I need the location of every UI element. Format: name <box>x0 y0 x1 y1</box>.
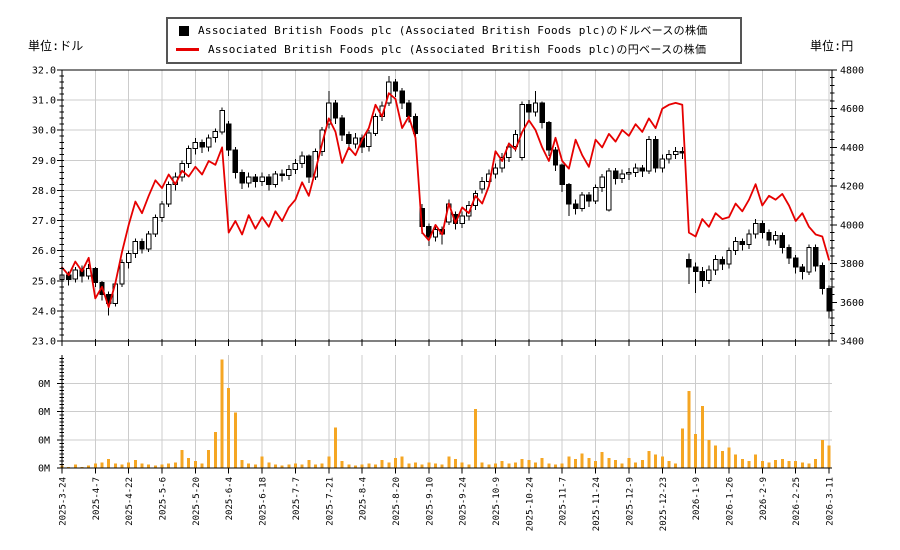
svg-text:2025-7-7: 2025-7-7 <box>292 477 302 520</box>
svg-text:2025-8-20: 2025-8-20 <box>392 477 402 526</box>
svg-text:4400: 4400 <box>840 143 864 154</box>
volume-bars <box>60 359 831 469</box>
svg-text:2025-5-6: 2025-5-6 <box>159 477 169 520</box>
svg-text:27.0: 27.0 <box>32 216 56 227</box>
svg-text:2025-9-10: 2025-9-10 <box>425 477 435 526</box>
svg-text:4000: 4000 <box>840 220 864 231</box>
yen-series-line-icon <box>176 48 199 51</box>
axis-ticks <box>57 69 837 474</box>
svg-text:4200: 4200 <box>840 182 864 193</box>
svg-text:0M: 0M <box>38 464 50 475</box>
svg-text:32.0: 32.0 <box>32 66 56 77</box>
svg-text:3600: 3600 <box>840 298 864 309</box>
svg-text:2025-11-24: 2025-11-24 <box>592 477 602 531</box>
legend-entry-yen: Associated British Foods plc (Associated… <box>176 41 732 58</box>
yen-line <box>61 92 830 309</box>
svg-text:0M: 0M <box>38 379 50 390</box>
svg-text:23.0: 23.0 <box>32 337 56 348</box>
svg-text:26.0: 26.0 <box>32 246 56 257</box>
svg-text:2025-7-21: 2025-7-21 <box>325 477 335 526</box>
svg-text:2025-4-22: 2025-4-22 <box>125 477 135 526</box>
right-axis-unit-label: 単位:円 <box>810 39 854 53</box>
svg-text:2026-1-26: 2026-1-26 <box>725 477 735 526</box>
x-date-labels: 2025-3-24 2025-4-7 2025-4-22 2025-5-6 2025-5… <box>59 477 836 531</box>
svg-text:31.0: 31.0 <box>32 96 56 107</box>
svg-text:2025-12-23: 2025-12-23 <box>659 477 669 531</box>
legend-label-yen: Associated British Foods plc (Associated… <box>208 43 707 56</box>
svg-text:0M: 0M <box>38 407 50 418</box>
svg-text:2025-3-24: 2025-3-24 <box>59 477 69 526</box>
svg-text:2025-9-24: 2025-9-24 <box>459 477 469 526</box>
svg-text:4800: 4800 <box>840 66 864 77</box>
svg-text:2025-6-18: 2025-6-18 <box>259 477 269 526</box>
usd-series-square-icon <box>179 25 189 36</box>
svg-text:2026-2-25: 2026-2-25 <box>792 477 802 526</box>
svg-text:2025-11-7: 2025-11-7 <box>559 477 569 526</box>
svg-text:4600: 4600 <box>840 104 864 115</box>
left-axis-unit-label: 単位:ドル <box>28 39 84 53</box>
svg-text:25.0: 25.0 <box>32 276 56 287</box>
legend: Associated British Foods plc (Associated… <box>166 17 742 64</box>
svg-text:0M: 0M <box>38 435 50 446</box>
svg-text:24.0: 24.0 <box>32 306 56 317</box>
svg-text:2026-3-11: 2026-3-11 <box>826 477 836 526</box>
svg-text:2026-1-9: 2026-1-9 <box>692 477 702 520</box>
svg-text:2025-10-9: 2025-10-9 <box>492 477 502 526</box>
svg-text:2025-6-4: 2025-6-4 <box>225 477 235 520</box>
svg-text:2025-8-4: 2025-8-4 <box>359 477 369 520</box>
svg-text:28.0: 28.0 <box>32 186 56 197</box>
svg-text:3800: 3800 <box>840 259 864 270</box>
svg-text:2025-4-7: 2025-4-7 <box>92 477 102 520</box>
usd-candles <box>59 76 832 319</box>
svg-text:29.0: 29.0 <box>32 156 56 167</box>
svg-text:30.0: 30.0 <box>32 126 56 137</box>
volume-axis-labels: 0M 0M 0M 0M <box>38 379 50 475</box>
right-axis-labels: 4800 4600 4400 4200 4000 3800 3600 3400 <box>840 66 864 348</box>
legend-entry-usd: Associated British Foods plc (Associated… <box>176 22 732 39</box>
legend-label-usd: Associated British Foods plc (Associated… <box>198 24 708 37</box>
svg-text:2025-12-9: 2025-12-9 <box>625 477 635 526</box>
svg-text:2025-10-24: 2025-10-24 <box>525 477 535 531</box>
svg-text:2026-2-9: 2026-2-9 <box>759 477 769 520</box>
left-axis-labels: 32.0 31.0 30.0 29.0 28.0 27.0 26.0 25.0 24.0 23.0 <box>32 66 56 348</box>
axes-spines <box>61 69 833 469</box>
svg-text:2025-5-20: 2025-5-20 <box>192 477 202 526</box>
svg-text:3400: 3400 <box>840 337 864 348</box>
